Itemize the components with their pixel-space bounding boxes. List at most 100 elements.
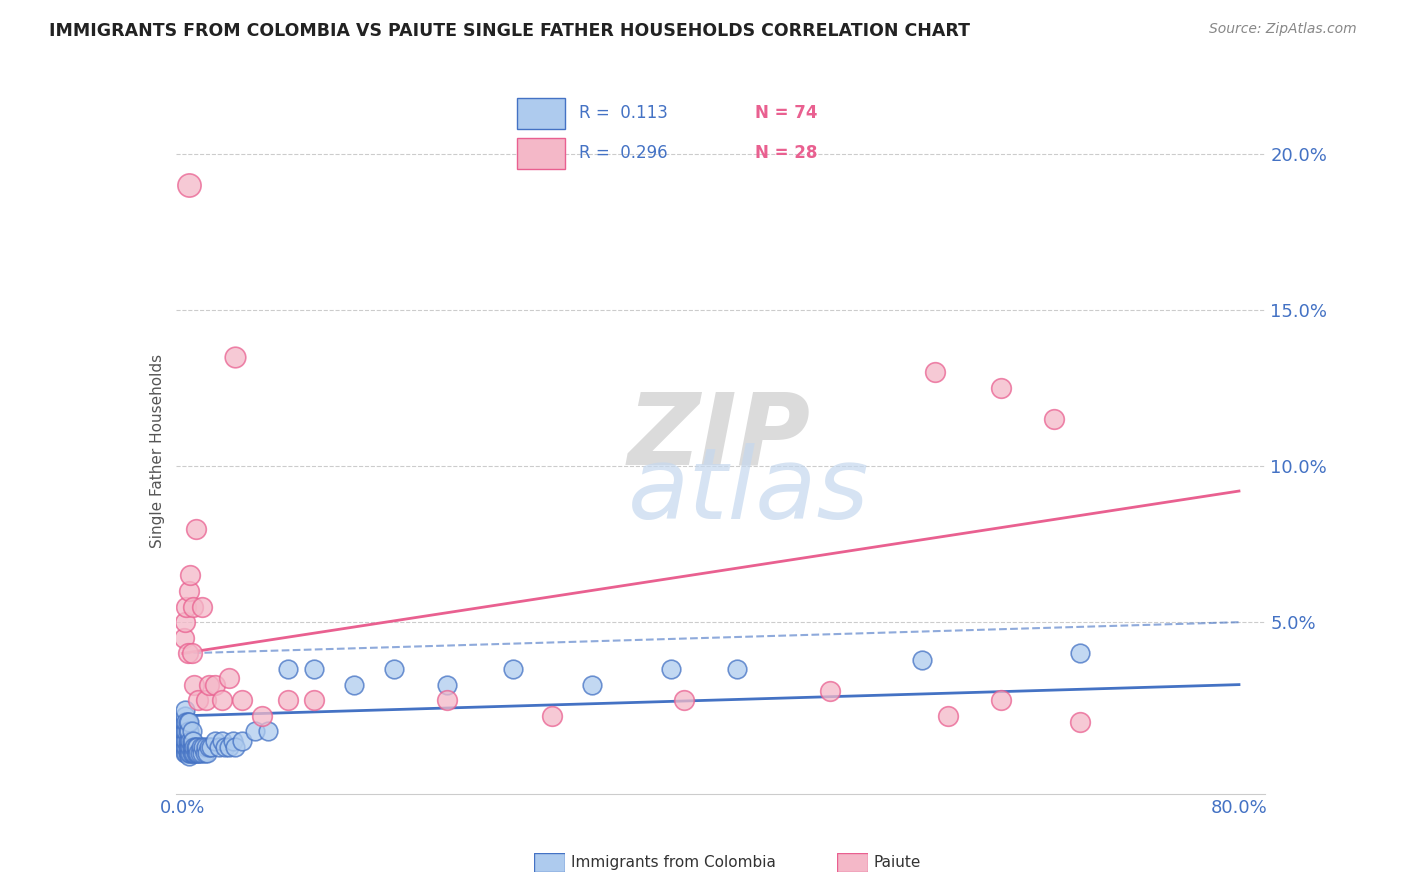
Point [173, 631, 195, 645]
Point [191, 746, 214, 760]
Text: Immigrants from Colombia: Immigrants from Colombia [571, 855, 776, 870]
Point [176, 733, 198, 747]
Point [277, 693, 299, 707]
Point [725, 662, 748, 676]
Point [174, 715, 197, 730]
Point [224, 350, 246, 364]
Point [197, 678, 219, 692]
Point [181, 599, 204, 614]
Point [177, 746, 200, 760]
Point [179, 568, 201, 582]
Point [186, 746, 208, 760]
Point [304, 693, 326, 707]
Point [193, 740, 215, 755]
Point [191, 599, 214, 614]
Point [659, 662, 682, 676]
Point [173, 724, 195, 739]
Point [818, 683, 841, 698]
Point [382, 662, 405, 676]
Point [187, 693, 209, 707]
Point [990, 381, 1012, 395]
Point [177, 724, 200, 739]
Point [195, 693, 218, 707]
Point [184, 746, 207, 760]
Point [174, 708, 197, 723]
Point [180, 733, 202, 747]
Point [211, 693, 233, 707]
Y-axis label: Single Father Households: Single Father Households [149, 353, 165, 548]
Point [184, 521, 207, 535]
Point [176, 715, 198, 730]
Point [176, 740, 198, 755]
Point [541, 708, 564, 723]
Point [938, 708, 960, 723]
Text: Paiute: Paiute [873, 855, 921, 870]
Point [218, 740, 240, 755]
Text: N = 28: N = 28 [755, 145, 817, 162]
Point [177, 715, 200, 730]
Text: R =  0.296: R = 0.296 [579, 145, 668, 162]
Text: Source: ZipAtlas.com: Source: ZipAtlas.com [1209, 22, 1357, 37]
Point [250, 708, 273, 723]
Point [231, 733, 253, 747]
Point [197, 740, 219, 755]
Point [184, 740, 207, 755]
Point [304, 662, 326, 676]
Point [218, 671, 240, 685]
Point [436, 678, 458, 692]
Point [181, 733, 204, 747]
Point [176, 715, 198, 730]
Point [231, 693, 253, 707]
Point [174, 733, 197, 747]
Bar [517, 98, 565, 129]
Point [204, 733, 226, 747]
Point [911, 653, 934, 667]
Point [180, 724, 202, 739]
Point [180, 746, 202, 760]
Point [924, 366, 946, 380]
Point [990, 693, 1012, 707]
Point [176, 724, 198, 739]
Point [174, 746, 197, 760]
Point [173, 733, 195, 747]
Text: R =  0.113: R = 0.113 [579, 104, 668, 122]
Point [180, 740, 202, 755]
Point [190, 740, 212, 755]
Point [183, 746, 205, 760]
Point [221, 733, 243, 747]
Point [179, 740, 201, 755]
Point [183, 678, 205, 692]
Point [211, 733, 233, 747]
Point [277, 662, 299, 676]
Point [177, 749, 200, 764]
Point [176, 724, 198, 739]
Point [174, 740, 197, 755]
Point [197, 746, 219, 760]
Point [179, 733, 201, 747]
Point [1069, 715, 1091, 730]
Point [173, 715, 195, 730]
Point [176, 746, 198, 760]
Point [243, 724, 266, 739]
Text: atlas: atlas [628, 443, 869, 541]
Point [257, 724, 280, 739]
Point [343, 678, 366, 692]
Point [176, 599, 198, 614]
Point [176, 733, 198, 747]
Point [188, 746, 211, 760]
Point [180, 646, 202, 660]
Point [177, 178, 200, 192]
Point [179, 746, 201, 760]
Point [204, 678, 226, 692]
Point [224, 740, 246, 755]
Point [1043, 412, 1066, 426]
Point [177, 740, 200, 755]
Point [581, 678, 603, 692]
Text: N = 74: N = 74 [755, 104, 817, 122]
Point [200, 740, 222, 755]
Point [195, 740, 218, 755]
Point [177, 733, 200, 747]
Point [186, 740, 208, 755]
Point [436, 693, 458, 707]
Point [176, 740, 198, 755]
